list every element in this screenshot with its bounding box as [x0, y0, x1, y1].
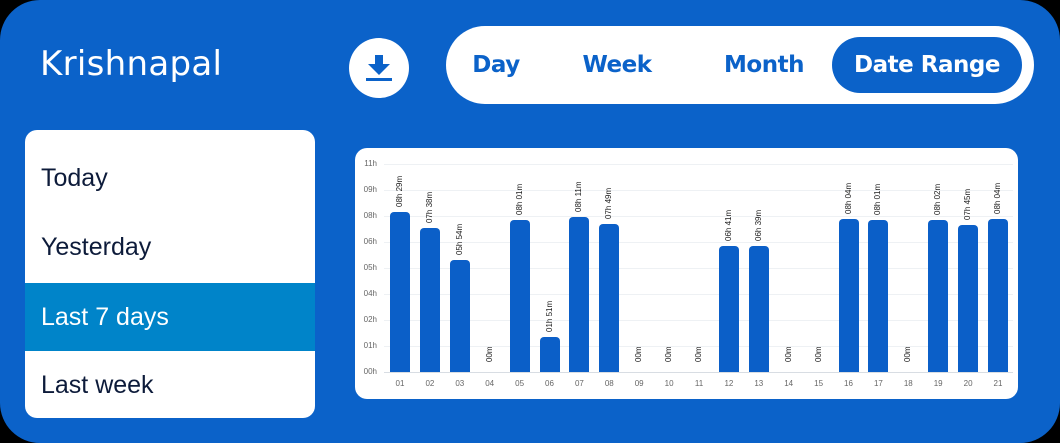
bar-value-label: 06h 39m [753, 210, 763, 242]
preset-last-week[interactable]: Last week [41, 371, 154, 399]
preset-yesterday[interactable]: Yesterday [41, 233, 152, 261]
bar-day-17[interactable] [868, 220, 889, 372]
bar-value-label: 07h 49m [604, 187, 614, 220]
x-tick-label: 16 [844, 379, 853, 388]
bar-value-label: 08h 01m [873, 184, 883, 216]
x-tick-label: 17 [873, 379, 883, 388]
preset-today[interactable]: Today [41, 164, 108, 192]
x-tick-label: 13 [754, 379, 764, 388]
bar-value-label: 06h 41m [723, 209, 733, 241]
bar-day-13[interactable] [748, 246, 769, 372]
x-axis-line [384, 372, 1013, 373]
x-tick-label: 05 [515, 379, 525, 388]
download-button[interactable] [349, 38, 409, 98]
bar-day-08[interactable] [599, 224, 620, 372]
bar-day-05[interactable] [509, 220, 530, 372]
x-tick-label: 09 [634, 379, 644, 388]
tab-month[interactable]: Month [724, 52, 804, 78]
gridline [384, 164, 1013, 165]
x-tick-label: 11 [694, 379, 704, 388]
bar-day-16[interactable] [838, 219, 859, 372]
bar-value-label: 00m [694, 346, 703, 362]
user-name-title: Krishnapal [40, 44, 223, 84]
bar-value-label: 07h 45m [963, 189, 973, 221]
bar-day-02[interactable] [419, 227, 440, 372]
x-tick-label: 02 [425, 379, 435, 388]
bar-value-label: 00m [813, 346, 823, 362]
bar-value-label: 08h 11m [574, 181, 584, 213]
bar-value-label: 08h 04m [843, 183, 853, 215]
bar-day-03[interactable] [449, 260, 470, 372]
gridline [384, 268, 1013, 269]
download-icon [366, 55, 392, 81]
gridline [384, 346, 1013, 347]
hours-bar-chart: 11h 09h 08h 06h 05h 04h 02h 01h 00h 08h 29m 07h 3… [355, 148, 1018, 399]
bar-value-label: 00m [484, 346, 494, 362]
x-tick-label: 20 [963, 379, 973, 388]
bar-value-label: 00m [664, 346, 674, 362]
x-tick-label: 01 [395, 379, 405, 388]
bar-day-06[interactable] [539, 337, 560, 372]
gridline [384, 320, 1013, 321]
bar-value-label: 01h 51m [544, 300, 554, 333]
bar-value-label: 08h 04m [993, 183, 1002, 215]
bar-value-label: 08h 01m [514, 184, 524, 216]
x-tick-label: 07 [574, 379, 584, 388]
bar-value-label: 08h 02m [933, 184, 943, 216]
x-tick-label: 12 [724, 379, 734, 388]
x-tick-label: 15 [814, 379, 824, 388]
y-tick-label: 09h [363, 185, 377, 194]
x-tick-label: 06 [545, 379, 554, 388]
bar-day-01[interactable] [390, 211, 410, 372]
preset-last-7-days[interactable]: Last 7 days [25, 283, 315, 351]
y-tick-label: 02h [363, 315, 377, 324]
tab-week[interactable]: Week [582, 52, 652, 78]
y-tick-label: 05h [363, 263, 377, 272]
y-tick-label: 08h [363, 211, 377, 220]
bar-value-label: 08h 29m [395, 175, 404, 207]
y-tick-label: 00h [363, 367, 377, 376]
x-tick-label: 19 [933, 379, 943, 388]
date-preset-list: Today Yesterday Last 7 days Last week [25, 130, 315, 418]
bar-value-label: 05h 54m [454, 224, 464, 256]
x-tick-label: 18 [903, 379, 913, 388]
bar-day-19[interactable] [928, 220, 949, 372]
x-tick-label: 04 [485, 379, 495, 388]
x-tick-label: 14 [784, 379, 794, 388]
y-tick-label: 04h [363, 289, 377, 298]
x-tick-label: 08 [604, 379, 614, 388]
x-tick-label: 21 [993, 379, 1003, 388]
bar-value-label: 07h 38m [424, 191, 434, 223]
bar-day-12[interactable] [718, 245, 739, 372]
bar-value-label: 00m [783, 346, 793, 362]
gridline [384, 242, 1013, 243]
x-tick-label: 10 [664, 379, 674, 388]
y-tick-label: 06h [363, 237, 377, 246]
gridline [384, 294, 1013, 295]
gridline [384, 216, 1013, 217]
x-tick-label: 03 [455, 379, 465, 388]
y-tick-label: 01h [363, 341, 377, 350]
bar-value-label: 00m [634, 346, 644, 362]
tab-date-range[interactable]: Date Range [832, 37, 1022, 93]
bar-day-07[interactable] [569, 217, 590, 372]
tab-day[interactable]: Day [472, 52, 520, 78]
bar-value-label: 00m [903, 346, 913, 362]
gridline [384, 190, 1013, 191]
bar-day-21[interactable] [988, 219, 1008, 372]
range-tab-group: Day Week Month Date Range [446, 26, 1034, 104]
bar-day-20[interactable] [958, 225, 979, 372]
y-tick-label: 11h [364, 159, 377, 168]
